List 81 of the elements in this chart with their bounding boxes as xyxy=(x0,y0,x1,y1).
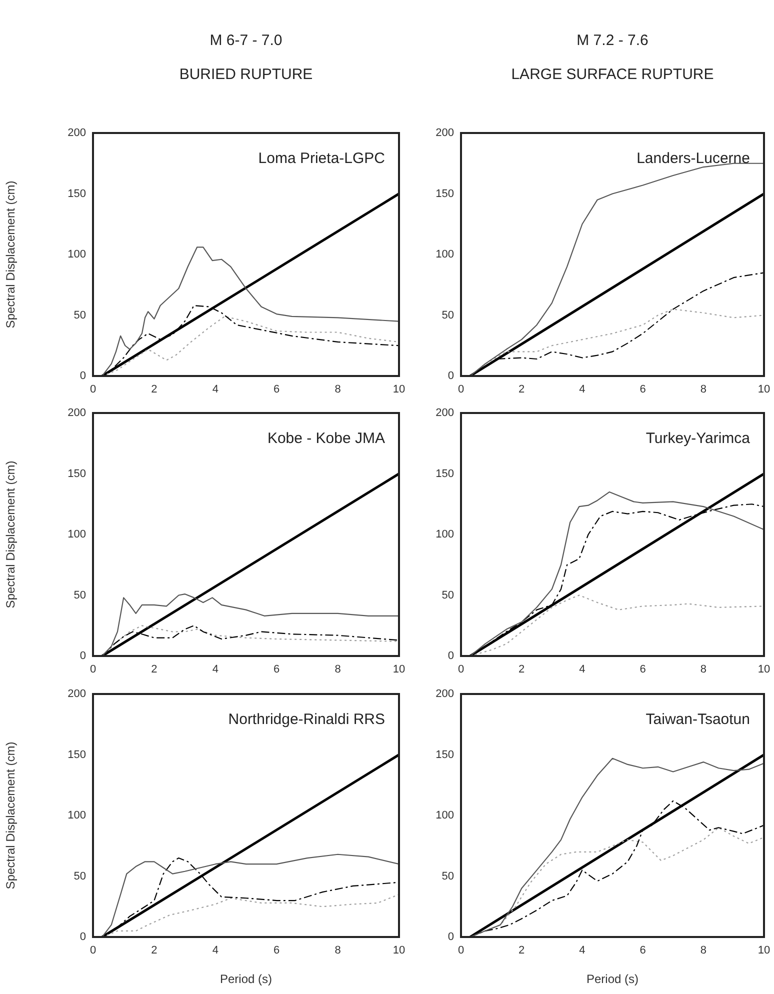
annotation: Northridge-Rinaldi RRS xyxy=(228,711,385,728)
y-tick-label: 200 xyxy=(68,688,86,700)
x-tick-label: 8 xyxy=(334,664,341,676)
x-tick-label: 6 xyxy=(274,384,280,396)
y-tick-label: 100 xyxy=(68,528,86,541)
x-tick-label: 4 xyxy=(579,944,586,957)
chart-subtitle: BURIED RUPTURE xyxy=(178,66,314,83)
chart-title: M 6-7 - 7.0 xyxy=(208,32,284,49)
y-tick-label: 150 xyxy=(68,188,86,200)
y-tick-label: 100 xyxy=(68,810,86,822)
y-tick-label: 200 xyxy=(436,407,454,420)
x-tick-label: 6 xyxy=(640,944,646,957)
x-axis-title: Period (s) xyxy=(586,972,639,986)
y-tick-label: 0 xyxy=(80,931,86,944)
y-tick-label: 0 xyxy=(448,650,454,662)
x-tick-label: 2 xyxy=(151,384,158,396)
x-tick-label: 8 xyxy=(700,944,706,957)
x-tick-label: 6 xyxy=(640,664,646,676)
x-tick-label: 6 xyxy=(274,664,280,676)
y-tick-label: 0 xyxy=(80,650,86,662)
x-tick-label: 0 xyxy=(458,384,464,396)
x-tick-label: 2 xyxy=(518,664,525,676)
y-tick-label: 0 xyxy=(448,370,454,382)
x-tick-label: 0 xyxy=(90,944,96,957)
x-tick-label: 10 xyxy=(392,944,406,957)
x-tick-label: 10 xyxy=(758,384,770,396)
x-tick-label: 2 xyxy=(518,384,525,396)
y-tick-label: 50 xyxy=(442,870,454,882)
annotation: Taiwan-Tsaotun xyxy=(646,711,750,728)
annotation: Kobe - Kobe JMA xyxy=(267,430,385,448)
y-tick-label: 200 xyxy=(436,688,454,700)
y-tick-label: 200 xyxy=(68,127,86,140)
y-tick-label: 0 xyxy=(80,370,86,382)
y-tick-label: 200 xyxy=(68,407,86,420)
x-tick-label: 8 xyxy=(700,664,706,676)
y-tick-label: 150 xyxy=(436,748,454,761)
x-tick-label: 8 xyxy=(700,384,706,396)
x-axis-title: Period (s) xyxy=(220,972,272,986)
y-tick-label: 150 xyxy=(68,748,86,761)
x-tick-label: 4 xyxy=(212,384,218,396)
x-tick-label: 0 xyxy=(458,664,464,676)
x-tick-label: 2 xyxy=(151,664,158,676)
x-tick-label: 4 xyxy=(579,384,586,396)
annotation: Landers-Lucerne xyxy=(636,150,750,168)
y-tick-label: 50 xyxy=(442,309,454,322)
x-tick-label: 4 xyxy=(579,664,586,676)
y-axis-title: Spectral Displacement (cm) xyxy=(4,460,18,608)
x-tick-label: 0 xyxy=(90,664,96,676)
x-tick-label: 8 xyxy=(334,384,341,396)
y-axis-title: Spectral Displacement (cm) xyxy=(4,180,18,328)
x-tick-label: 8 xyxy=(334,944,341,957)
y-tick-label: 100 xyxy=(436,248,454,261)
y-tick-label: 100 xyxy=(436,528,454,541)
y-tick-label: 50 xyxy=(74,870,86,882)
y-axis-title: Spectral Displacement (cm) xyxy=(4,742,18,890)
x-tick-label: 6 xyxy=(274,944,280,957)
chart-subtitle: LARGE SURFACE RUPTURE xyxy=(510,66,715,83)
x-tick-label: 0 xyxy=(90,384,96,396)
y-tick-label: 200 xyxy=(436,127,454,140)
y-tick-label: 50 xyxy=(74,589,86,602)
x-tick-label: 0 xyxy=(458,944,464,957)
x-tick-label: 4 xyxy=(212,944,218,957)
y-tick-label: 0 xyxy=(448,931,454,944)
x-tick-label: 10 xyxy=(392,384,406,396)
chart-title: M 7.2 - 7.6 xyxy=(576,32,650,49)
y-tick-label: 100 xyxy=(436,810,454,822)
x-tick-label: 2 xyxy=(518,944,525,957)
x-tick-label: 10 xyxy=(758,664,770,676)
annotation: Loma Prieta-LGPC xyxy=(258,150,386,168)
x-tick-label: 10 xyxy=(392,664,406,676)
x-tick-label: 2 xyxy=(151,944,158,957)
y-tick-label: 150 xyxy=(436,468,454,480)
annotation: Turkey-Yarimca xyxy=(646,430,751,448)
y-tick-label: 150 xyxy=(68,468,86,480)
x-tick-label: 6 xyxy=(640,384,646,396)
x-tick-label: 10 xyxy=(758,944,770,957)
y-tick-label: 100 xyxy=(68,248,86,261)
y-tick-label: 50 xyxy=(442,589,454,602)
x-tick-label: 4 xyxy=(212,664,218,676)
y-tick-label: 150 xyxy=(436,188,454,200)
y-tick-label: 50 xyxy=(74,309,86,322)
